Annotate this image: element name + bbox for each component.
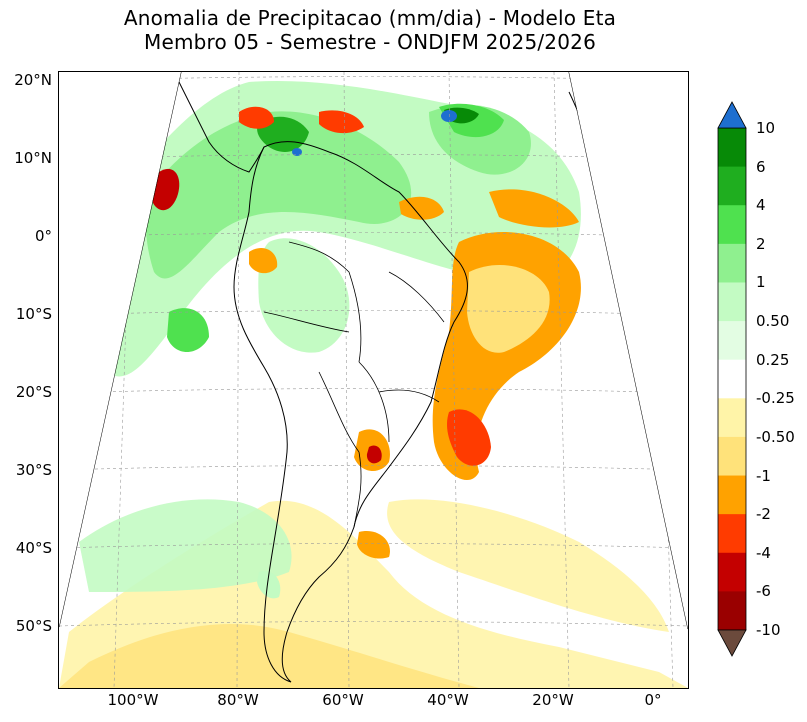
colorbar-tick-label: -2 [756,505,771,524]
title-line-1: Anomalia de Precipitacao (mm/dia) - Mode… [123,6,617,30]
colorbar-band [718,128,746,168]
precipitation-anomaly-map [59,72,688,688]
south-america-coastline [233,141,468,683]
lat-label-0: 0° [34,227,52,245]
colorbar-band [718,321,746,361]
lat-label-20n: 20°N [14,71,52,89]
chart-title: Anomalia de Precipitacao (mm/dia) - Mode… [0,6,740,54]
lat-label-50s: 50°S [15,617,52,635]
colorbar-band [718,475,746,515]
colorbar-band [718,282,746,322]
colorbar-tick-label: -0.25 [756,389,795,408]
country-borders [263,241,445,528]
colorbar-tick-label: -4 [756,543,771,562]
lon-label-100w: 100°W [107,691,159,709]
colorbar-band [718,514,746,554]
lon-label-40w: 40°W [427,691,469,709]
lon-label-20w: 20°W [532,691,574,709]
africa-coastline [568,91,688,148]
colorbar-extend-bottom [717,629,747,657]
colorbar-tick-label: 4 [756,196,766,215]
projection-left-edge [59,72,182,628]
lat-label-40s: 40°S [15,539,52,557]
colorbar-band [718,591,746,631]
lat-label-10n: 10°N [14,149,52,167]
colorbar-band [718,552,746,592]
colorbar-tick-label: 0.25 [756,350,790,369]
colorbar-tick-label: 6 [756,157,766,176]
colorbar [717,101,747,657]
colorbar-bands [717,127,747,631]
colorbar-band [718,359,746,399]
central-america-coastline [178,81,265,173]
colorbar-band [718,398,746,438]
anomaly-field [59,81,688,688]
title-line-2: Membro 05 - Semestre - ONDJFM 2025/2026 [143,30,597,54]
colorbar-tick-label: 1 [756,273,766,292]
colorbar-tick-label: 10 [756,119,776,137]
colorbar-band [718,243,746,283]
colorbar-band [718,205,746,245]
colorbar-tick-label: 0.50 [756,312,790,331]
colorbar-tick-label: -6 [756,582,771,601]
colorbar-tick-label: -0.50 [756,427,795,446]
colorbar-tick-label: -1 [756,466,771,485]
colorbar-extend-top [717,101,747,129]
lon-label-60w: 60°W [322,691,364,709]
colorbar-tick-label: -10 [756,621,781,639]
lat-label-30s: 30°S [15,461,52,479]
lon-label-80w: 80°W [217,691,259,709]
lat-label-10s: 10°S [15,305,52,323]
map-panel [58,71,689,689]
colorbar-band [718,166,746,206]
colorbar-band [718,436,746,477]
lat-label-20s: 20°S [15,383,52,401]
colorbar-tick-label: 2 [756,234,766,253]
lon-label-0: 0° [644,691,662,709]
